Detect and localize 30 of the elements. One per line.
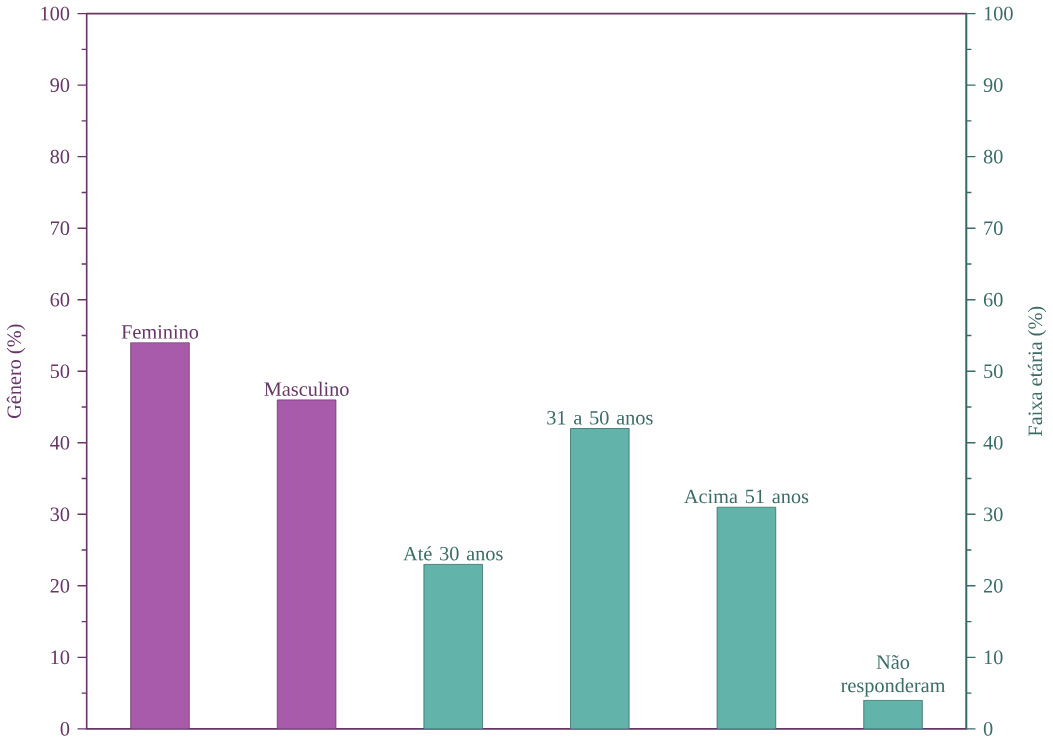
y2-tick-label: 90 — [983, 78, 1003, 93]
y2-tick-label: 70 — [984, 221, 1003, 236]
annotation: Até 30 anos — [403, 546, 503, 561]
y-tick-label: 30 — [50, 507, 70, 522]
y2-tick-label: 50 — [984, 364, 1003, 379]
annotation: Acima 51 anos — [684, 489, 809, 504]
annotation: Não responderam — [841, 655, 946, 697]
y2-tick-label: 100 — [984, 7, 1013, 21]
y-tick-label: 90 — [50, 78, 70, 93]
y2-tick-label: 10 — [984, 650, 1003, 665]
y2-tick-label: 80 — [983, 150, 1003, 164]
y-tick-label: 50 — [50, 364, 70, 379]
y2-axis-title: Faixa etária (%) — [1027, 307, 1047, 437]
y-tick-label: 10 — [51, 650, 70, 665]
y-tick-label: 70 — [51, 221, 70, 236]
y-tick-label: 100 — [41, 7, 70, 21]
y-tick-label: 0 — [60, 722, 70, 736]
y-tick-label: 80 — [50, 150, 70, 164]
y2-tick-label: 40 — [983, 436, 1003, 450]
y2-tick-label: 0 — [983, 722, 993, 736]
y-tick-label: 60 — [50, 293, 70, 307]
y2-tick-label: 30 — [984, 507, 1003, 522]
y2-tick-label: 20 — [983, 579, 1003, 593]
y2-tick-label: 60 — [983, 293, 1003, 307]
annotation: Feminino — [121, 325, 199, 340]
y-axis-title: Gênero (%) — [6, 324, 26, 419]
y-tick-label: 40 — [50, 436, 70, 450]
annotation: 31 a 50 anos — [547, 411, 653, 425]
y-tick-label: 20 — [50, 579, 70, 593]
annotation: Masculino — [264, 381, 349, 397]
